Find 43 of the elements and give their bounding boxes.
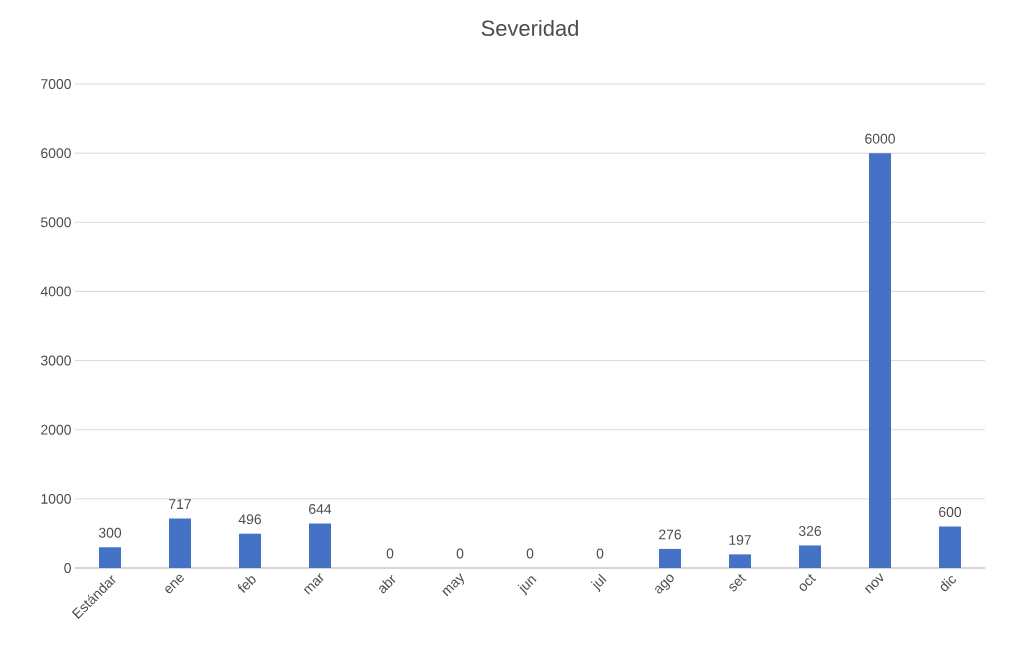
bar (99, 547, 121, 568)
data-label: 0 (596, 548, 604, 559)
x-tick-label: nov (864, 573, 884, 594)
y-tick-label: 4000 (40, 286, 71, 297)
x-tick-label: ene (165, 574, 184, 594)
bar (869, 153, 892, 568)
data-label: 197 (729, 534, 751, 545)
data-label: 600 (939, 507, 962, 517)
y-tick-label: 6000 (41, 148, 71, 159)
x-tick-label: may (442, 573, 464, 597)
data-label: 6000 (865, 133, 895, 144)
x-tick-label: dic (940, 576, 956, 592)
x-tick-label: set (729, 574, 747, 592)
data-label: 644 (309, 504, 332, 514)
data-label: 717 (169, 499, 191, 509)
data-label: 276 (659, 529, 682, 540)
bar (659, 548, 682, 568)
x-tick-label: feb (237, 576, 256, 593)
data-label: 0 (386, 548, 394, 559)
y-tick-label: 2000 (41, 424, 71, 435)
bar (939, 526, 962, 568)
bar (799, 545, 822, 568)
chart-title: Severidad (481, 19, 578, 37)
x-tick-label: jul (590, 573, 607, 593)
y-tick-label: 1000 (41, 493, 71, 504)
data-label: 0 (526, 548, 534, 559)
data-label: 496 (238, 514, 262, 525)
x-tick-label: oct (799, 574, 817, 591)
x-tick-label: ago (655, 574, 674, 594)
x-tick-label: jun (517, 576, 537, 596)
x-tick-label: abr (379, 575, 396, 594)
x-tick-label: mar (303, 573, 324, 595)
bar (239, 533, 261, 568)
y-tick-label: 5000 (41, 217, 71, 228)
y-tick-label: 0 (64, 563, 71, 573)
data-label: 300 (98, 527, 122, 538)
bar (309, 523, 331, 568)
data-label: 0 (456, 548, 464, 559)
bar (169, 518, 191, 568)
bar (729, 554, 752, 568)
data-label: 326 (798, 526, 822, 536)
y-tick-label: 3000 (40, 355, 71, 366)
y-tick-label: 7000 (41, 79, 71, 89)
